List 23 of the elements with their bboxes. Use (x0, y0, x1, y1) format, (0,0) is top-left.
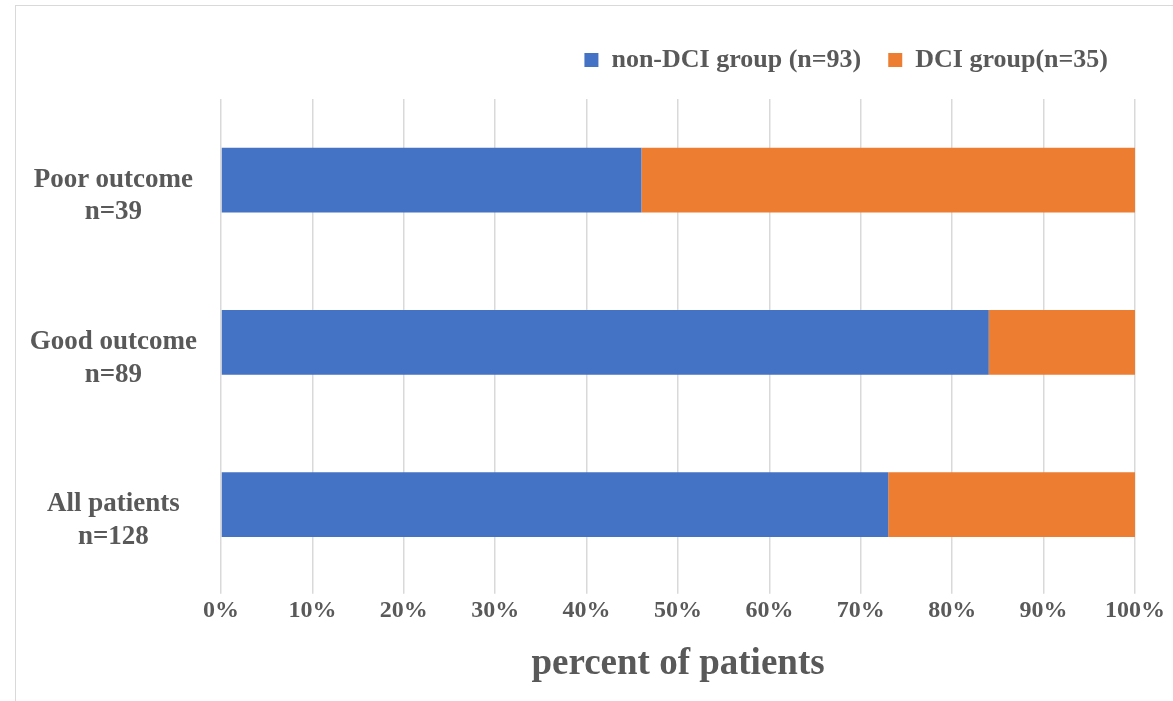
x-tick-label: 60% (745, 596, 794, 623)
legend-label: non-DCI group (n=93) (611, 43, 862, 73)
legend-label: DCI group(n=35) (915, 43, 1109, 73)
bar (221, 309, 989, 375)
x-tick-label: 0% (203, 596, 239, 623)
y-tick-label: Poor outcome n=39 (33, 162, 193, 226)
x-tick-label: 80% (928, 596, 977, 623)
y-tick-label: All patients n=128 (47, 487, 180, 550)
x-tick-label: 90% (1019, 596, 1068, 623)
bar (988, 309, 1135, 375)
x-tick-label: 20% (379, 596, 428, 623)
x-tick-label: 40% (562, 596, 611, 623)
x-axis-title: percent of patients (531, 641, 825, 683)
x-tick-label: 30% (471, 596, 520, 623)
bar (888, 472, 1135, 538)
bar (221, 147, 642, 213)
x-tick-label: 50% (654, 596, 702, 623)
x-tick-label: 100% (1105, 596, 1165, 623)
bar (641, 147, 1135, 213)
bar (221, 472, 889, 538)
x-tick-label: 10% (288, 596, 337, 623)
y-tick-label: Good outcome n=89 (29, 325, 198, 388)
x-tick-label: 70% (836, 596, 885, 623)
